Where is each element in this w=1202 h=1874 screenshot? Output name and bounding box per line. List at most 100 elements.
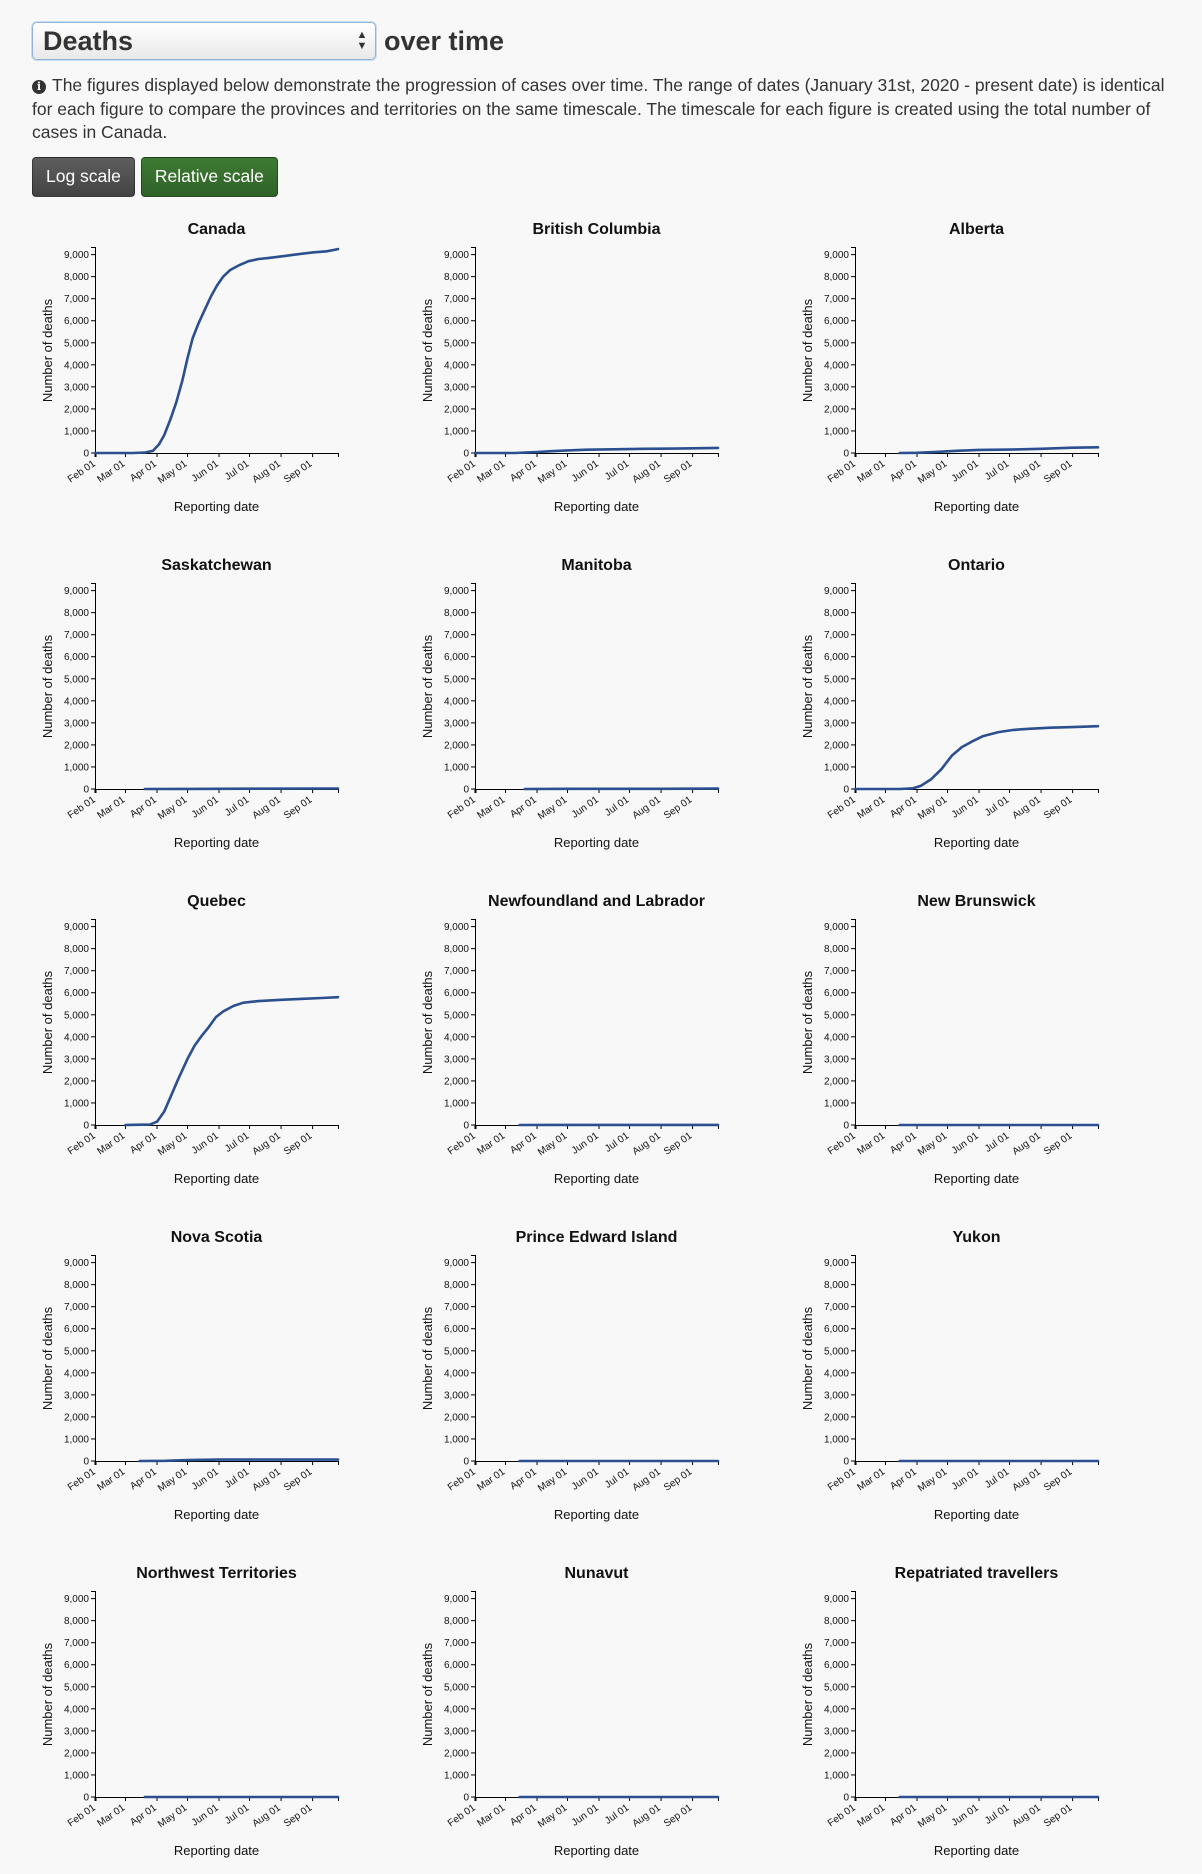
y-tick-label: 6,000: [64, 316, 89, 327]
y-tick-label: 0: [463, 785, 469, 796]
y-tick-label: 4,000: [64, 1704, 89, 1715]
x-tick-label: Jun 01: [570, 794, 601, 820]
y-tick-label: 2,000: [64, 1748, 89, 1759]
x-tick-label: Jul 01: [223, 1466, 252, 1491]
y-tick-label: 7,000: [824, 1638, 849, 1649]
y-tick-label: 3,000: [64, 1726, 89, 1737]
y-tick-label: 0: [463, 1793, 469, 1804]
y-tick-label: 5,000: [444, 338, 469, 349]
x-tick-label: Apr 01: [508, 1802, 539, 1828]
x-tick-label: Apr 01: [888, 1466, 919, 1492]
chart-title: Alberta: [949, 221, 1004, 238]
x-tick-label: May 01: [156, 794, 190, 822]
y-tick-label: 7,000: [444, 966, 469, 977]
y-tick-label: 2,000: [64, 1412, 89, 1423]
y-tick-label: 6,000: [64, 988, 89, 999]
x-tick-label: May 01: [156, 1130, 190, 1158]
series-line: [473, 446, 720, 455]
y-axis-line: [851, 1591, 856, 1798]
x-tick-label: Aug 01: [251, 1466, 284, 1493]
x-tick-label: Feb 01: [446, 1466, 478, 1493]
x-tick-label: May 01: [916, 794, 950, 822]
y-tick-label: 5,000: [444, 1682, 469, 1693]
x-tick-label: Aug 01: [251, 1802, 284, 1829]
charts-svg: Canada 0 1,000 2,000 3,000 4,000 5,000 6,000 7,0…: [40, 221, 1100, 1858]
chart-panel: Ontario 0 1,000 2,000 3,000 4,000 5,000 6,000 7,…: [800, 557, 1100, 850]
y-tick-label: 6,000: [64, 652, 89, 663]
x-tick-label: Apr 01: [128, 458, 159, 484]
y-axis-label: Number of deaths: [800, 1642, 815, 1746]
x-axis-label: Reporting date: [174, 1507, 259, 1522]
info-circle-icon: i: [32, 80, 46, 94]
x-tick-label: Aug 01: [1011, 1466, 1044, 1493]
y-tick-label: 6,000: [824, 1324, 849, 1335]
x-tick-label: Sep 01: [282, 1802, 315, 1829]
x-tick-label: Feb 01: [66, 1466, 98, 1493]
metric-select[interactable]: Deaths ▲ ▼: [32, 22, 376, 60]
y-tick-label: 8,000: [824, 1616, 849, 1627]
y-tick-label: 5,000: [824, 338, 849, 349]
y-tick-label: 3,000: [64, 718, 89, 729]
x-tick-label: Mar 01: [855, 1130, 887, 1157]
y-tick-label: 5,000: [824, 1346, 849, 1357]
y-axis-line: [471, 1591, 476, 1798]
x-tick-label: Jun 01: [570, 1130, 601, 1156]
y-tick-label: 4,000: [444, 1032, 469, 1043]
y-tick-label: 1,000: [444, 1098, 469, 1109]
x-tick-label: Aug 01: [631, 1466, 664, 1493]
y-tick-label: 1,000: [824, 762, 849, 773]
x-tick-label: Sep 01: [662, 458, 695, 485]
x-tick-label: Apr 01: [508, 458, 539, 484]
y-axis-line: [91, 919, 96, 1126]
y-axis-label: Number of deaths: [420, 298, 435, 402]
chart-panel: Nunavut 0 1,000 2,000 3,000 4,000 5,000 6,000 7,…: [420, 1565, 720, 1858]
y-tick-label: 5,000: [824, 674, 849, 685]
y-tick-label: 9,000: [444, 1594, 469, 1605]
x-tick-label: Jun 01: [190, 1130, 221, 1156]
y-axis-line: [851, 919, 856, 1126]
y-axis-line: [91, 583, 96, 790]
x-axis-label: Reporting date: [174, 499, 259, 514]
y-tick-label: 6,000: [824, 652, 849, 663]
y-tick-label: 9,000: [444, 250, 469, 261]
y-tick-label: 5,000: [64, 1682, 89, 1693]
y-tick-label: 5,000: [444, 1010, 469, 1021]
y-axis-line: [851, 247, 856, 454]
x-tick-label: Jul 01: [223, 1130, 252, 1155]
y-tick-label: 5,000: [824, 1682, 849, 1693]
x-tick-label: Aug 01: [251, 1130, 284, 1157]
x-tick-label: Feb 01: [446, 794, 478, 821]
x-tick-label: Mar 01: [95, 1130, 127, 1157]
y-tick-label: 1,000: [824, 1098, 849, 1109]
y-tick-label: 7,000: [64, 966, 89, 977]
y-tick-label: 9,000: [64, 250, 89, 261]
y-tick-label: 6,000: [444, 1660, 469, 1671]
x-tick-label: May 01: [536, 1130, 570, 1158]
chart-title: Repatriated travellers: [895, 1565, 1059, 1582]
x-tick-label: Feb 01: [826, 1466, 858, 1493]
y-axis-label: Number of deaths: [800, 970, 815, 1074]
x-tick-label: Feb 01: [66, 1130, 98, 1157]
x-tick-label: Sep 01: [662, 1130, 695, 1157]
y-axis-line: [471, 1255, 476, 1462]
x-tick-label: Apr 01: [888, 794, 919, 820]
y-axis-label: Number of deaths: [420, 970, 435, 1074]
series-line: [853, 724, 1100, 791]
y-tick-label: 4,000: [824, 360, 849, 371]
x-tick-label: Jul 01: [983, 1802, 1012, 1827]
x-tick-label: Sep 01: [282, 794, 315, 821]
x-tick-label: Mar 01: [95, 794, 127, 821]
series-line: [138, 1458, 340, 1463]
chart-panel: Newfoundland and Labrador 0 1,000 2,000 3,00…: [420, 893, 720, 1186]
x-tick-label: May 01: [156, 1802, 190, 1830]
log-scale-button[interactable]: Log scale: [32, 156, 135, 197]
x-tick-label: Aug 01: [251, 794, 284, 821]
x-tick-label: Apr 01: [128, 794, 159, 820]
x-tick-label: Jul 01: [603, 794, 632, 819]
x-tick-label: Feb 01: [66, 1802, 98, 1829]
x-tick-label: Aug 01: [631, 1130, 664, 1157]
y-tick-label: 2,000: [444, 740, 469, 751]
relative-scale-button[interactable]: Relative scale: [140, 156, 278, 197]
y-axis-label: Number of deaths: [40, 1306, 55, 1410]
